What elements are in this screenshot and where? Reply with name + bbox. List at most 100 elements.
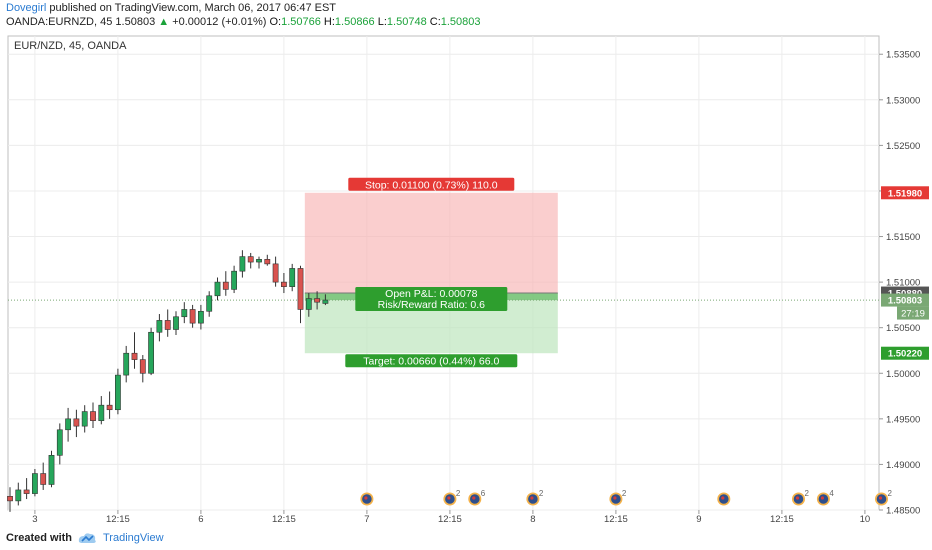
ohlc-line: OANDA:EURNZD, 45 1.50803 ▲ +0.00012 (+0.… (6, 16, 481, 28)
event-count: 2 (622, 489, 627, 498)
event-flag-dot (364, 496, 368, 500)
candle-up (156, 320, 163, 333)
candle-down (314, 298, 320, 303)
candle-up (198, 310, 204, 324)
candle-up (15, 489, 22, 502)
candle-down (23, 489, 30, 494)
y-tick-label: 1.49000 (886, 460, 920, 471)
candle-up (214, 281, 221, 297)
candle-up (65, 418, 71, 431)
y-tick-label: 1.49500 (886, 414, 920, 425)
candle-down (247, 256, 254, 263)
countdown-badge: 27:19 (901, 309, 925, 320)
event-flag-dot (721, 496, 725, 500)
y-tick-label: 1.52500 (886, 141, 920, 152)
x-tick-label: 12:15 (438, 514, 462, 525)
created-with-text: Created with (6, 532, 73, 544)
y-tick-label: 1.51000 (886, 278, 920, 289)
pnl-label-bg (355, 287, 508, 312)
countdown-badge-bg (897, 306, 929, 320)
rr-label: Risk/Reward Ratio: 0.6 (378, 299, 486, 311)
event-flag-dot (530, 496, 534, 500)
event-flag-dot (447, 496, 451, 500)
candle-down (272, 263, 279, 283)
price-badge: 1.51980 (888, 188, 922, 199)
publish-line: Dovegirl published on TradingView.com, M… (6, 2, 336, 14)
candle-up (289, 268, 296, 287)
event-flag-dot (472, 496, 476, 500)
candle-up (123, 352, 130, 376)
pnl-label: Open P&L: 0.00078 (385, 288, 477, 300)
candle-up (256, 259, 262, 263)
low-label: L: (377, 16, 387, 28)
event-count: 4 (829, 489, 834, 498)
candle-down (264, 259, 271, 265)
author-link[interactable]: Dovegirl (6, 2, 47, 14)
x-tick-label: 6 (198, 514, 203, 525)
x-tick-label: 10 (860, 514, 871, 525)
price-chart[interactable]: 2 6 2 2 2 4 2 1.48500 1.49000 1.49500 1.50000 1.50… (0, 30, 932, 528)
high-value: 1.50866 (334, 16, 375, 28)
candle-down (131, 352, 138, 360)
price-badge: 1.50220 (888, 349, 922, 360)
candle-down (73, 418, 80, 427)
price-badge-bg (881, 346, 929, 360)
y-tick-label: 1.51500 (886, 232, 920, 243)
change-value: +0.00012 (+0.01%) (172, 16, 267, 28)
y-tick-label: 1.50500 (886, 323, 920, 334)
x-tick-label: 12:15 (272, 514, 296, 525)
target-label-bg (345, 354, 518, 368)
candle-down (139, 359, 146, 374)
candle-down (164, 320, 171, 330)
candle-up (81, 411, 88, 427)
event-count: 2 (539, 489, 544, 498)
price-badge-bg (881, 186, 929, 200)
x-tick-label: 3 (32, 514, 37, 525)
stop-label: Stop: 0.01100 (0.73%) 110.0 (365, 179, 498, 191)
event-count: 2 (805, 489, 810, 498)
candle-down (7, 496, 13, 502)
candle-down (222, 281, 229, 290)
event-count: 6 (481, 489, 486, 498)
low-value: 1.50748 (386, 16, 427, 28)
open-label: O: (269, 16, 282, 28)
chart-header: Dovegirl published on TradingView.com, M… (0, 0, 932, 30)
x-tick-label: 12:15 (106, 514, 130, 525)
event-flag-dot (820, 496, 825, 500)
candle-up (322, 299, 329, 304)
candle-up (239, 256, 246, 272)
stop-label-bg (348, 177, 515, 191)
price-axis[interactable]: 1.48500 1.49000 1.49500 1.50000 1.50500 1.510… (879, 50, 929, 517)
candle-down (106, 404, 113, 411)
grid-lines (8, 36, 879, 511)
x-tick-label: 12:15 (604, 514, 628, 525)
symbol-info: OANDA:EURNZD, 45 (6, 16, 113, 28)
event-count: 2 (456, 489, 461, 498)
target-label: Target: 0.00660 (0.44%) 66.0 (363, 356, 499, 368)
x-tick-label: 7 (364, 514, 369, 525)
event-flag-dot (795, 496, 800, 500)
tradingview-logo-icon (78, 533, 96, 543)
time-axis[interactable]: 3 12:15 6 12:15 7 12:15 8 12:15 9 12:15 10 (32, 510, 870, 525)
y-tick-label: 1.53500 (886, 50, 920, 61)
tradingview-brand[interactable]: TradingView (103, 532, 164, 544)
event-flag-dot (878, 496, 883, 500)
chart-title: EUR/NZD, 45, OANDA (14, 40, 127, 52)
candle-up (173, 316, 179, 330)
price-badge-bg (881, 293, 929, 307)
candle-down (297, 268, 304, 310)
footer: Created with TradingView (0, 528, 932, 550)
candle-up (148, 331, 154, 374)
close-label: C: (429, 16, 441, 28)
position-labels: Stop: 0.01100 (0.73%) 110.0 Target: 0.006… (345, 177, 518, 368)
last-price: 1.50803 (115, 16, 156, 28)
candle-up (48, 455, 55, 485)
candle-up (56, 429, 63, 456)
price-badge: 1.50803 (888, 296, 922, 307)
x-tick-label: 12:15 (770, 514, 794, 525)
candle-down (189, 309, 196, 324)
events-layer: 2 6 2 2 2 4 2 (360, 489, 893, 506)
candles-layer (7, 250, 329, 512)
candle-up (181, 309, 188, 318)
high-label: H: (323, 16, 335, 28)
